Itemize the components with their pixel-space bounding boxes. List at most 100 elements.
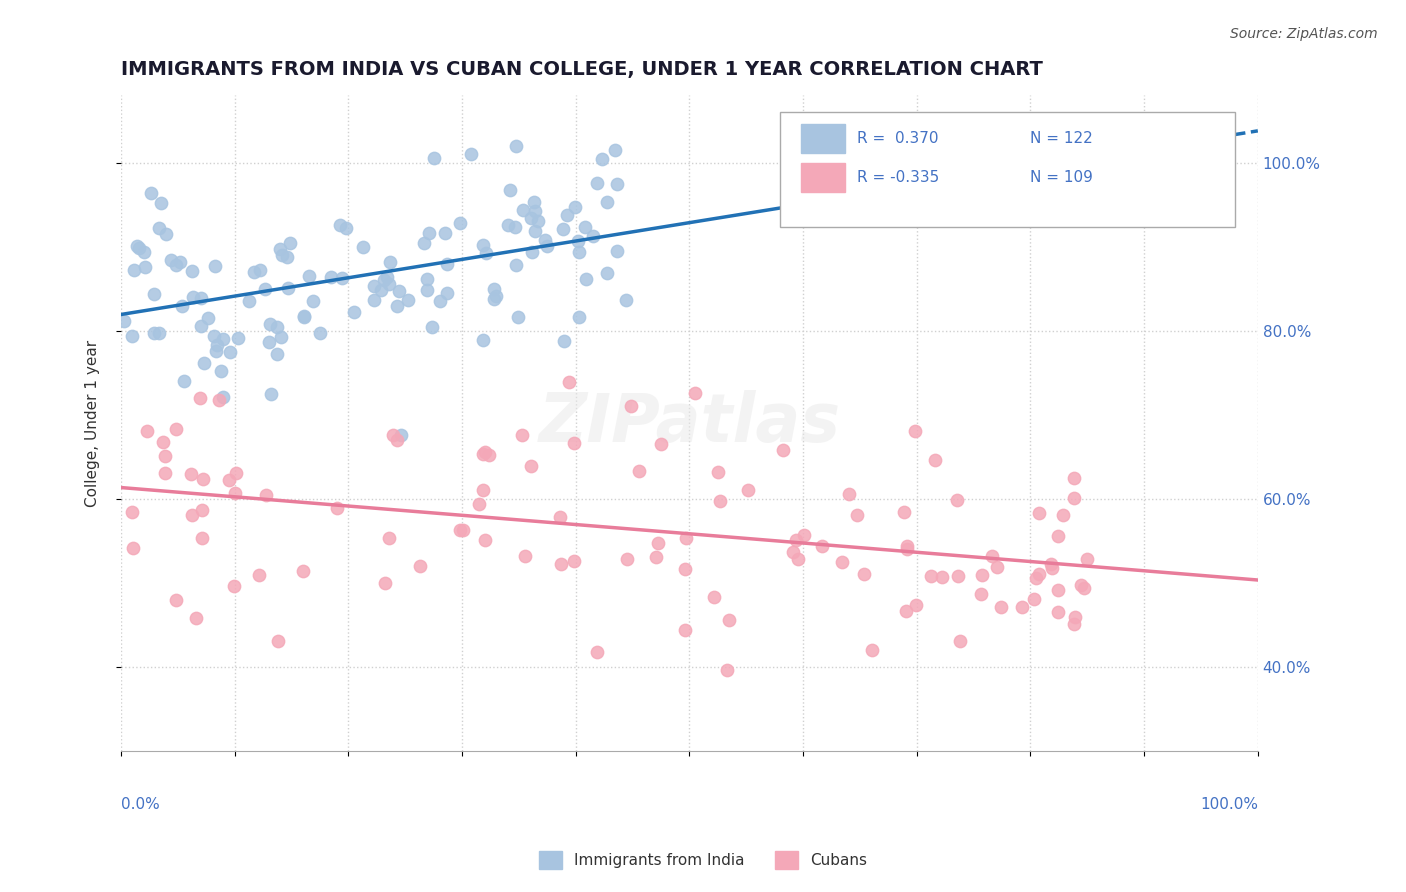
Point: [505, 219, 527, 234]
Point: [551, 222, 574, 236]
Point: [326, 501, 349, 516]
Point: [564, 200, 586, 214]
Point: [292, 310, 315, 324]
Point: [718, 613, 741, 627]
Point: [276, 250, 298, 264]
Point: [269, 242, 291, 256]
Point: [811, 540, 834, 554]
Point: [139, 186, 162, 200]
Point: [1064, 610, 1087, 624]
Point: [920, 569, 942, 583]
Point: [301, 293, 323, 308]
FancyBboxPatch shape: [780, 112, 1234, 227]
Point: [534, 233, 557, 247]
Point: [259, 318, 281, 332]
Point: [527, 214, 550, 228]
Point: [474, 445, 496, 459]
Point: [675, 531, 697, 545]
Point: [474, 533, 496, 547]
Point: [204, 259, 226, 273]
Point: [121, 329, 143, 343]
Point: [673, 561, 696, 575]
Point: [190, 319, 212, 334]
Text: ZIPatlas: ZIPatlas: [538, 391, 841, 457]
Point: [896, 542, 918, 557]
Point: [122, 541, 145, 556]
Point: [127, 239, 149, 253]
Point: [209, 364, 232, 378]
Point: [787, 552, 810, 566]
Point: [451, 524, 474, 538]
Point: [226, 330, 249, 344]
Point: [484, 292, 506, 306]
Point: [134, 244, 156, 259]
Point: [1052, 508, 1074, 522]
Point: [575, 272, 598, 286]
Point: [568, 244, 591, 259]
Point: [238, 294, 260, 309]
Point: [603, 143, 626, 157]
Point: [972, 567, 994, 582]
Point: [550, 510, 572, 524]
Point: [606, 177, 628, 191]
Point: [267, 633, 290, 648]
Point: [155, 227, 177, 242]
Point: [373, 273, 395, 287]
Point: [449, 217, 471, 231]
Point: [520, 211, 543, 226]
Point: [1070, 578, 1092, 592]
Point: [173, 374, 195, 388]
Point: [472, 483, 495, 498]
Text: N = 109: N = 109: [1031, 170, 1094, 185]
Point: [121, 505, 143, 519]
Point: [980, 549, 1002, 563]
Text: N = 122: N = 122: [1031, 130, 1094, 145]
Point: [434, 227, 457, 241]
Point: [181, 508, 204, 522]
Point: [596, 194, 619, 209]
Point: [149, 195, 172, 210]
Point: [266, 320, 288, 334]
Text: IMMIGRANTS FROM INDIA VS CUBAN COLLEGE, UNDER 1 YEAR CORRELATION CHART: IMMIGRANTS FROM INDIA VS CUBAN COLLEGE, …: [121, 60, 1043, 78]
Point: [309, 326, 332, 341]
Point: [523, 195, 546, 210]
Point: [148, 221, 170, 235]
Point: [567, 234, 589, 248]
Point: [429, 293, 451, 308]
Point: [294, 309, 316, 323]
Point: [703, 590, 725, 604]
Point: [193, 356, 215, 370]
Point: [153, 467, 176, 481]
Text: R = -0.335: R = -0.335: [856, 170, 939, 185]
Point: [416, 272, 439, 286]
Point: [218, 473, 240, 487]
Point: [363, 279, 385, 293]
Point: [949, 633, 972, 648]
Point: [385, 299, 408, 313]
Point: [253, 282, 276, 296]
Point: [191, 473, 214, 487]
Point: [190, 291, 212, 305]
Point: [396, 293, 419, 308]
Point: [990, 600, 1012, 615]
Point: [931, 569, 953, 583]
Point: [709, 493, 731, 508]
FancyBboxPatch shape: [801, 124, 845, 153]
Point: [555, 208, 578, 222]
Text: 100.0%: 100.0%: [1199, 797, 1258, 813]
Point: [614, 293, 637, 307]
Point: [291, 564, 314, 578]
Point: [924, 453, 946, 467]
Point: [409, 558, 432, 573]
Point: [896, 540, 918, 554]
Point: [471, 446, 494, 460]
Point: [197, 310, 219, 325]
Point: [468, 497, 491, 511]
Point: [562, 554, 585, 568]
Point: [782, 545, 804, 559]
Point: [591, 152, 613, 166]
Point: [191, 531, 214, 545]
Point: [505, 258, 527, 272]
Point: [211, 390, 233, 404]
Point: [472, 334, 495, 348]
